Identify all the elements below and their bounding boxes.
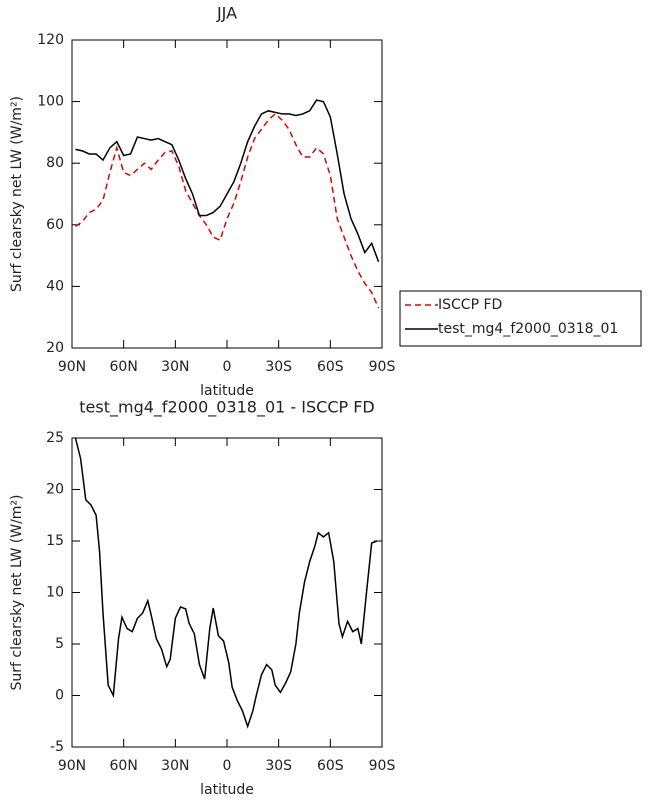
x-tick-label: 60S <box>317 359 344 375</box>
x-axis-label: latitude <box>200 383 254 399</box>
chart-title: test_mg4_f2000_0318_01 - ISCCP FD <box>79 398 375 418</box>
x-axis-label: latitude <box>200 782 254 798</box>
plot-frame <box>71 437 383 748</box>
y-axis-label: Surf clearsky net LW (W/m²) <box>9 494 25 690</box>
y-tick-label: 40 <box>46 278 64 294</box>
x-tick-label: 60N <box>110 359 138 375</box>
y-tick-label: 15 <box>46 533 64 549</box>
panel: test_mg4_f2000_0318_01 - ISCCP FD latitud… <box>9 398 395 799</box>
x-tick-label: 60N <box>110 758 138 774</box>
legend-box <box>399 290 642 347</box>
x-tick-label: 30N <box>161 758 189 774</box>
x-tick-label: 0 <box>223 359 232 375</box>
x-tick-label: 30N <box>161 359 189 375</box>
y-tick-label: -5 <box>50 739 64 755</box>
legend: ISCCP FD test_mg4_f2000_0318_01 <box>399 290 642 347</box>
y-tick-label: 10 <box>46 585 64 601</box>
data-line <box>74 437 378 729</box>
y-tick-label: 25 <box>46 430 64 446</box>
y-tick-label: 0 <box>55 688 64 704</box>
y-tick-label: 120 <box>37 32 64 48</box>
x-tick-label: 0 <box>223 758 232 774</box>
y-tick-label: 60 <box>46 217 64 233</box>
x-tick-label: 90S <box>369 758 396 774</box>
legend-label: ISCCP FD <box>438 297 502 313</box>
x-tick-label: 90N <box>58 359 86 375</box>
y-axis-label: Surf clearsky net LW (W/m²) <box>9 96 25 292</box>
legend-label: test_mg4_f2000_0318_01 <box>438 321 618 337</box>
x-tick-label: 30S <box>265 359 292 375</box>
x-tick-label: 90S <box>369 359 396 375</box>
data-line <box>75 99 380 263</box>
chart-title: JJA <box>216 4 237 23</box>
y-tick-label: 20 <box>46 482 64 498</box>
y-tick-label: 5 <box>55 636 64 652</box>
y-tick-label: 100 <box>37 94 64 110</box>
x-tick-label: 60S <box>317 758 344 774</box>
data-line <box>75 112 380 309</box>
x-tick-label: 30S <box>265 758 292 774</box>
y-tick-label: 80 <box>46 155 64 171</box>
y-tick-label: 20 <box>46 340 64 356</box>
x-tick-label: 90N <box>58 758 86 774</box>
panel: JJA latitude Surf clearsky net LW (W/m²) 90… <box>9 4 642 399</box>
